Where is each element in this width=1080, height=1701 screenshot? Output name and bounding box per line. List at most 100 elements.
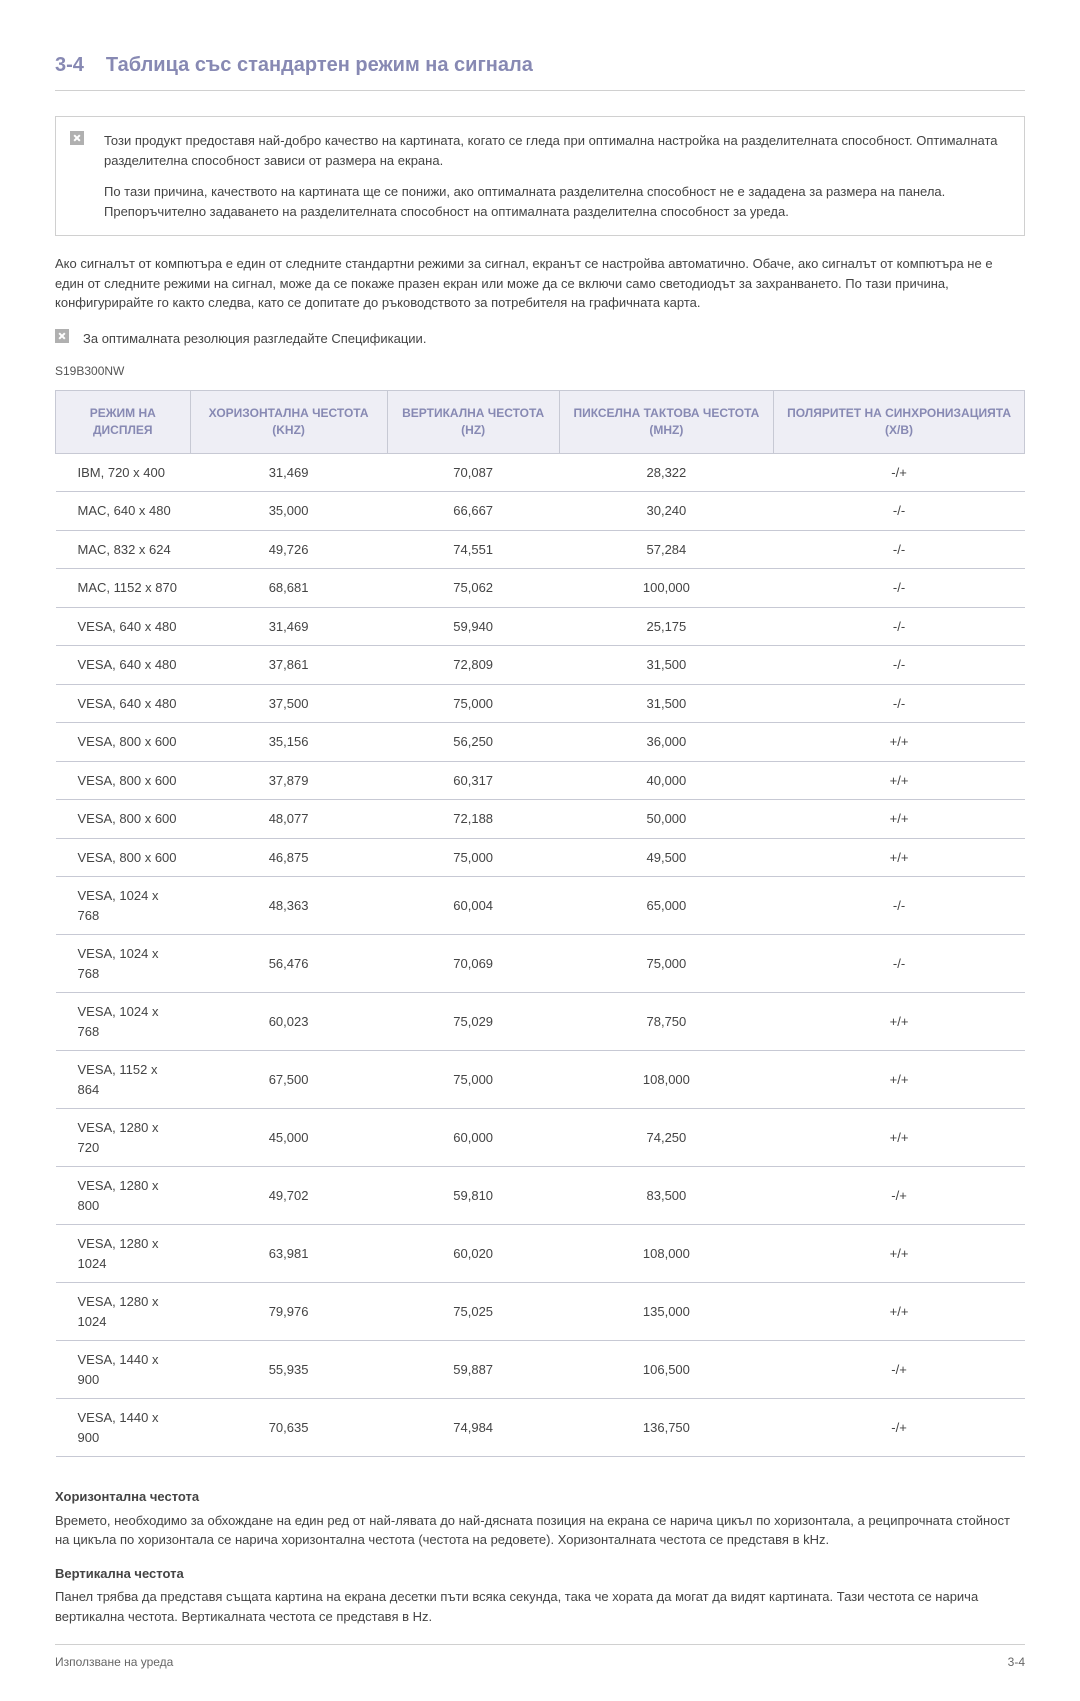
table-cell: 49,702 [190,1167,387,1225]
table-cell: 37,500 [190,684,387,723]
table-cell: VESA, 800 x 600 [56,838,191,877]
table-cell: -/- [774,607,1025,646]
table-cell: 48,363 [190,877,387,935]
table-row: VESA, 1024 x 76860,02375,02978,750+/+ [56,993,1025,1051]
table-header-cell: РЕЖИМ НА ДИСПЛЕЯ [56,391,191,454]
table-cell: 46,875 [190,838,387,877]
table-cell: 67,500 [190,1051,387,1109]
table-cell: 56,476 [190,935,387,993]
table-row: MAC, 832 x 62449,72674,55157,284-/- [56,530,1025,569]
table-row: VESA, 1440 x 90055,93559,887106,500-/+ [56,1341,1025,1399]
table-row: VESA, 1024 x 76848,36360,00465,000-/- [56,877,1025,935]
table-cell: 75,000 [387,838,559,877]
table-row: VESA, 1280 x 80049,70259,81083,500-/+ [56,1167,1025,1225]
table-cell: 63,981 [190,1225,387,1283]
table-row: IBM, 720 x 40031,46970,08728,322-/+ [56,453,1025,492]
table-cell: -/- [774,492,1025,531]
intro-para-2: По тази причина, качеството на картината… [104,182,1006,221]
info-icon [55,329,69,343]
table-cell: VESA, 640 x 480 [56,607,191,646]
table-cell: VESA, 1280 x 720 [56,1109,191,1167]
table-cell: 48,077 [190,800,387,839]
note-text: За оптималната резолюция разгледайте Спе… [83,329,426,349]
table-cell: +/+ [774,993,1025,1051]
table-cell: 49,500 [559,838,773,877]
table-cell: 49,726 [190,530,387,569]
table-row: VESA, 800 x 60046,87575,00049,500+/+ [56,838,1025,877]
table-cell: 74,551 [387,530,559,569]
table-cell: VESA, 1280 x 1024 [56,1225,191,1283]
table-cell: 75,000 [387,1051,559,1109]
table-cell: 36,000 [559,723,773,762]
table-cell: 60,004 [387,877,559,935]
table-cell: -/- [774,684,1025,723]
table-cell: +/+ [774,800,1025,839]
table-row: VESA, 800 x 60037,87960,31740,000+/+ [56,761,1025,800]
body-paragraph: Ако сигналът от компютъра е един от след… [55,254,1025,313]
table-row: VESA, 1280 x 72045,00060,00074,250+/+ [56,1109,1025,1167]
table-cell: VESA, 800 x 600 [56,800,191,839]
table-cell: 136,750 [559,1399,773,1457]
table-row: MAC, 640 x 48035,00066,66730,240-/- [56,492,1025,531]
table-cell: +/+ [774,1051,1025,1109]
table-cell: +/+ [774,838,1025,877]
table-cell: MAC, 832 x 624 [56,530,191,569]
table-body: IBM, 720 x 40031,46970,08728,322-/+MAC, … [56,453,1025,1457]
def-heading-horizontal: Хоризонтална честота [55,1487,1025,1507]
table-cell: 45,000 [190,1109,387,1167]
page-footer: Използване на уреда 3-4 [55,1644,1025,1671]
table-cell: VESA, 800 x 600 [56,761,191,800]
section-title: Таблица със стандартен режим на сигнала [106,50,533,80]
table-cell: 59,940 [387,607,559,646]
table-cell: 31,500 [559,684,773,723]
table-header-cell: ВЕРТИКАЛНА ЧЕСТОТА (HZ) [387,391,559,454]
table-header-cell: ПОЛЯРИТЕТ НА СИНХРОНИЗАЦИЯТА (X/B) [774,391,1025,454]
def-heading-vertical: Вертикална честота [55,1564,1025,1584]
table-cell: +/+ [774,761,1025,800]
table-cell: 83,500 [559,1167,773,1225]
def-text-vertical: Панел трябва да представя същата картина… [55,1587,1025,1626]
table-cell: +/+ [774,1283,1025,1341]
table-row: VESA, 1280 x 102463,98160,020108,000+/+ [56,1225,1025,1283]
table-cell: +/+ [774,723,1025,762]
table-cell: 35,156 [190,723,387,762]
table-row: VESA, 1152 x 86467,50075,000108,000+/+ [56,1051,1025,1109]
table-cell: 60,317 [387,761,559,800]
table-cell: 60,020 [387,1225,559,1283]
table-cell: 70,635 [190,1399,387,1457]
table-cell: -/- [774,530,1025,569]
table-cell: 75,000 [387,684,559,723]
intro-para-1: Този продукт предоставя най-добро качест… [104,131,1006,170]
table-header-cell: ХОРИЗОНТАЛНА ЧЕСТОТА (KHZ) [190,391,387,454]
table-cell: 37,879 [190,761,387,800]
table-cell: 30,240 [559,492,773,531]
table-cell: VESA, 1280 x 1024 [56,1283,191,1341]
table-row: VESA, 640 x 48037,50075,00031,500-/- [56,684,1025,723]
table-cell: 55,935 [190,1341,387,1399]
table-cell: 108,000 [559,1225,773,1283]
table-cell: VESA, 1440 x 900 [56,1399,191,1457]
signal-mode-table: РЕЖИМ НА ДИСПЛЕЯХОРИЗОНТАЛНА ЧЕСТОТА (KH… [55,390,1025,1457]
table-cell: 75,025 [387,1283,559,1341]
table-cell: MAC, 1152 x 870 [56,569,191,608]
table-cell: 28,322 [559,453,773,492]
table-row: VESA, 1280 x 102479,97675,025135,000+/+ [56,1283,1025,1341]
table-cell: -/+ [774,1167,1025,1225]
table-cell: -/- [774,646,1025,685]
table-cell: 108,000 [559,1051,773,1109]
table-cell: 65,000 [559,877,773,935]
table-cell: 75,062 [387,569,559,608]
table-cell: +/+ [774,1225,1025,1283]
table-cell: VESA, 1024 x 768 [56,877,191,935]
table-cell: 72,188 [387,800,559,839]
table-cell: -/- [774,935,1025,993]
table-cell: 60,023 [190,993,387,1051]
table-row: MAC, 1152 x 87068,68175,062100,000-/- [56,569,1025,608]
table-cell: 66,667 [387,492,559,531]
table-cell: 35,000 [190,492,387,531]
footer-right: 3-4 [1008,1653,1025,1671]
table-cell: 72,809 [387,646,559,685]
table-row: VESA, 800 x 60048,07772,18850,000+/+ [56,800,1025,839]
table-cell: 74,250 [559,1109,773,1167]
table-row: VESA, 640 x 48031,46959,94025,175-/- [56,607,1025,646]
